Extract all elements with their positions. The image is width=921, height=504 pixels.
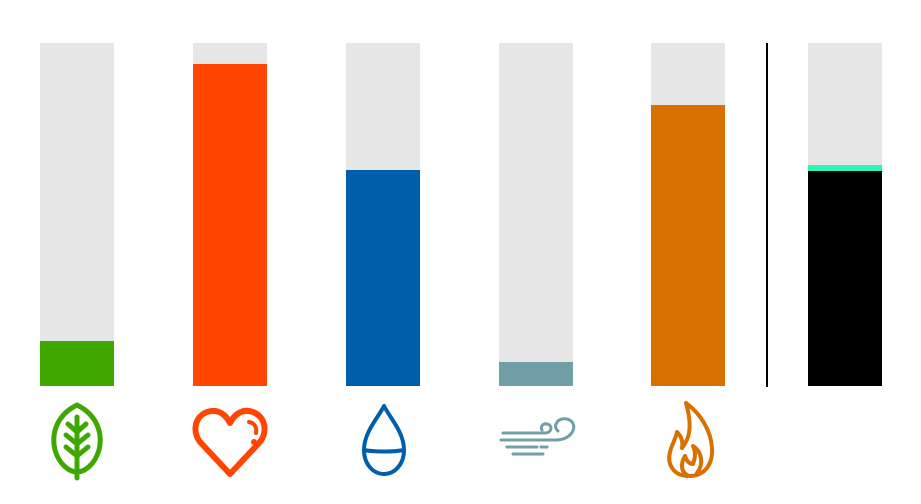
meter-nature (40, 43, 114, 386)
meter-total (808, 43, 882, 386)
leaf-icon (37, 398, 117, 482)
meter-total-cap (808, 164, 882, 171)
meter-health-fill (193, 63, 267, 386)
meter-water (346, 43, 420, 386)
meter-total-fill (808, 164, 882, 386)
wind-icon (497, 398, 577, 482)
water-drop-icon (344, 398, 424, 482)
heart-icon (190, 398, 270, 482)
meter-health (193, 43, 267, 386)
meter-air (499, 43, 573, 386)
meter-nature-fill (40, 341, 114, 386)
meter-air-fill (499, 362, 573, 386)
flame-icon (649, 398, 729, 482)
meter-fire (651, 43, 725, 386)
meter-water-fill (346, 169, 420, 386)
divider (766, 43, 768, 387)
meter-fire-fill (651, 104, 725, 386)
